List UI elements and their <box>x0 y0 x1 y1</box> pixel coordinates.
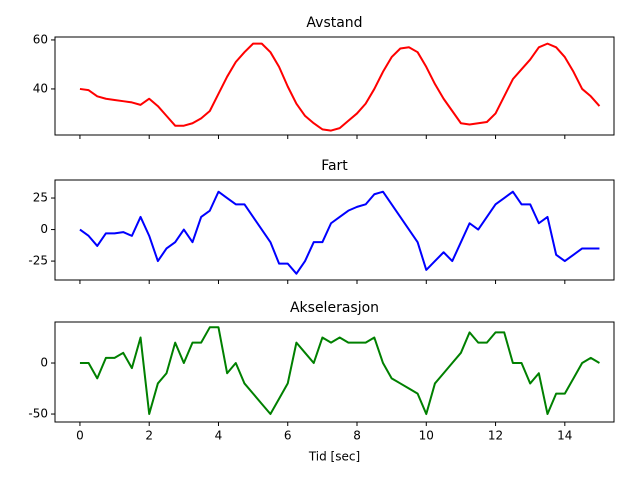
x-tick-label: 8 <box>353 429 361 443</box>
x-tick-label: 6 <box>284 429 292 443</box>
data-line <box>79 326 600 416</box>
y-tick-label: 25 <box>33 191 48 205</box>
x-tick-label: 10 <box>419 429 434 443</box>
y-tick-label: 0 <box>40 356 48 370</box>
x-tick-label: 12 <box>488 429 503 443</box>
x-tick-label: 14 <box>557 429 572 443</box>
subplot-title: Avstand <box>306 15 362 31</box>
axes-frame <box>54 179 615 281</box>
x-tick-label: 2 <box>145 429 153 443</box>
x-tick-label: 4 <box>215 429 223 443</box>
y-tick-label: -50 <box>28 407 48 421</box>
y-tick-label: 40 <box>33 81 48 95</box>
x-axis-label: Tid [sec] <box>308 450 360 464</box>
subplot-title: Akselerasjon <box>290 300 379 316</box>
y-tick-label: 60 <box>33 32 48 46</box>
subplot-title: Fart <box>321 158 348 174</box>
y-tick-label: -25 <box>28 254 48 268</box>
data-line <box>79 42 601 132</box>
y-tick-label: 0 <box>40 222 48 236</box>
x-tick-label: 0 <box>76 429 84 443</box>
axes-frame <box>54 36 615 136</box>
data-line <box>79 190 600 275</box>
axes-frame <box>54 321 615 423</box>
